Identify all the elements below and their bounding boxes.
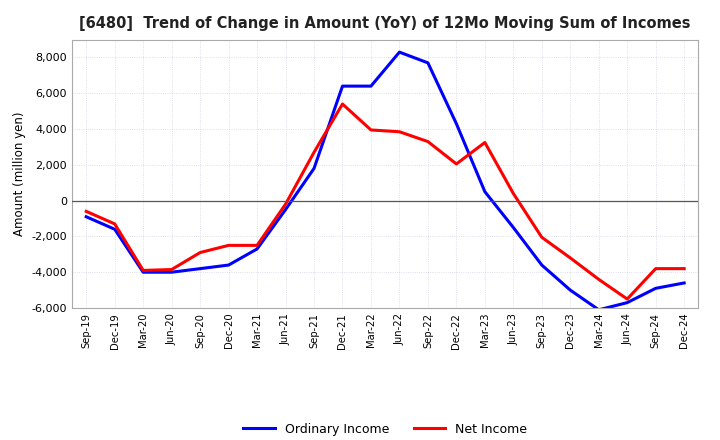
Net Income xyxy=(452,161,461,167)
Net Income xyxy=(566,255,575,260)
Net Income xyxy=(167,267,176,272)
Ordinary Income xyxy=(253,246,261,252)
Net Income xyxy=(537,235,546,240)
Net Income xyxy=(110,221,119,227)
Ordinary Income xyxy=(167,270,176,275)
Ordinary Income xyxy=(366,84,375,89)
Y-axis label: Amount (million yen): Amount (million yen) xyxy=(13,112,26,236)
Line: Ordinary Income: Ordinary Income xyxy=(86,52,684,310)
Net Income xyxy=(253,243,261,248)
Net Income xyxy=(282,202,290,207)
Net Income xyxy=(310,150,318,155)
Ordinary Income xyxy=(338,84,347,89)
Ordinary Income xyxy=(509,225,518,230)
Net Income xyxy=(196,250,204,255)
Net Income xyxy=(680,266,688,271)
Ordinary Income xyxy=(310,166,318,171)
Ordinary Income xyxy=(82,214,91,220)
Ordinary Income xyxy=(566,287,575,293)
Net Income xyxy=(395,129,404,134)
Net Income xyxy=(423,139,432,144)
Net Income xyxy=(623,297,631,302)
Ordinary Income xyxy=(423,60,432,66)
Line: Net Income: Net Income xyxy=(86,104,684,299)
Net Income xyxy=(139,268,148,273)
Net Income xyxy=(509,191,518,196)
Ordinary Income xyxy=(225,262,233,268)
Net Income xyxy=(366,127,375,132)
Ordinary Income xyxy=(452,121,461,126)
Ordinary Income xyxy=(395,49,404,55)
Net Income xyxy=(338,101,347,106)
Net Income xyxy=(225,243,233,248)
Ordinary Income xyxy=(537,262,546,268)
Ordinary Income xyxy=(595,307,603,312)
Ordinary Income xyxy=(680,280,688,286)
Net Income xyxy=(480,140,489,145)
Title: [6480]  Trend of Change in Amount (YoY) of 12Mo Moving Sum of Incomes: [6480] Trend of Change in Amount (YoY) o… xyxy=(79,16,691,32)
Ordinary Income xyxy=(623,300,631,305)
Net Income xyxy=(82,209,91,214)
Ordinary Income xyxy=(652,286,660,291)
Ordinary Income xyxy=(196,266,204,271)
Ordinary Income xyxy=(110,227,119,232)
Ordinary Income xyxy=(282,207,290,212)
Legend: Ordinary Income, Net Income: Ordinary Income, Net Income xyxy=(238,418,532,440)
Ordinary Income xyxy=(480,189,489,194)
Net Income xyxy=(595,277,603,282)
Net Income xyxy=(652,266,660,271)
Ordinary Income xyxy=(139,270,148,275)
